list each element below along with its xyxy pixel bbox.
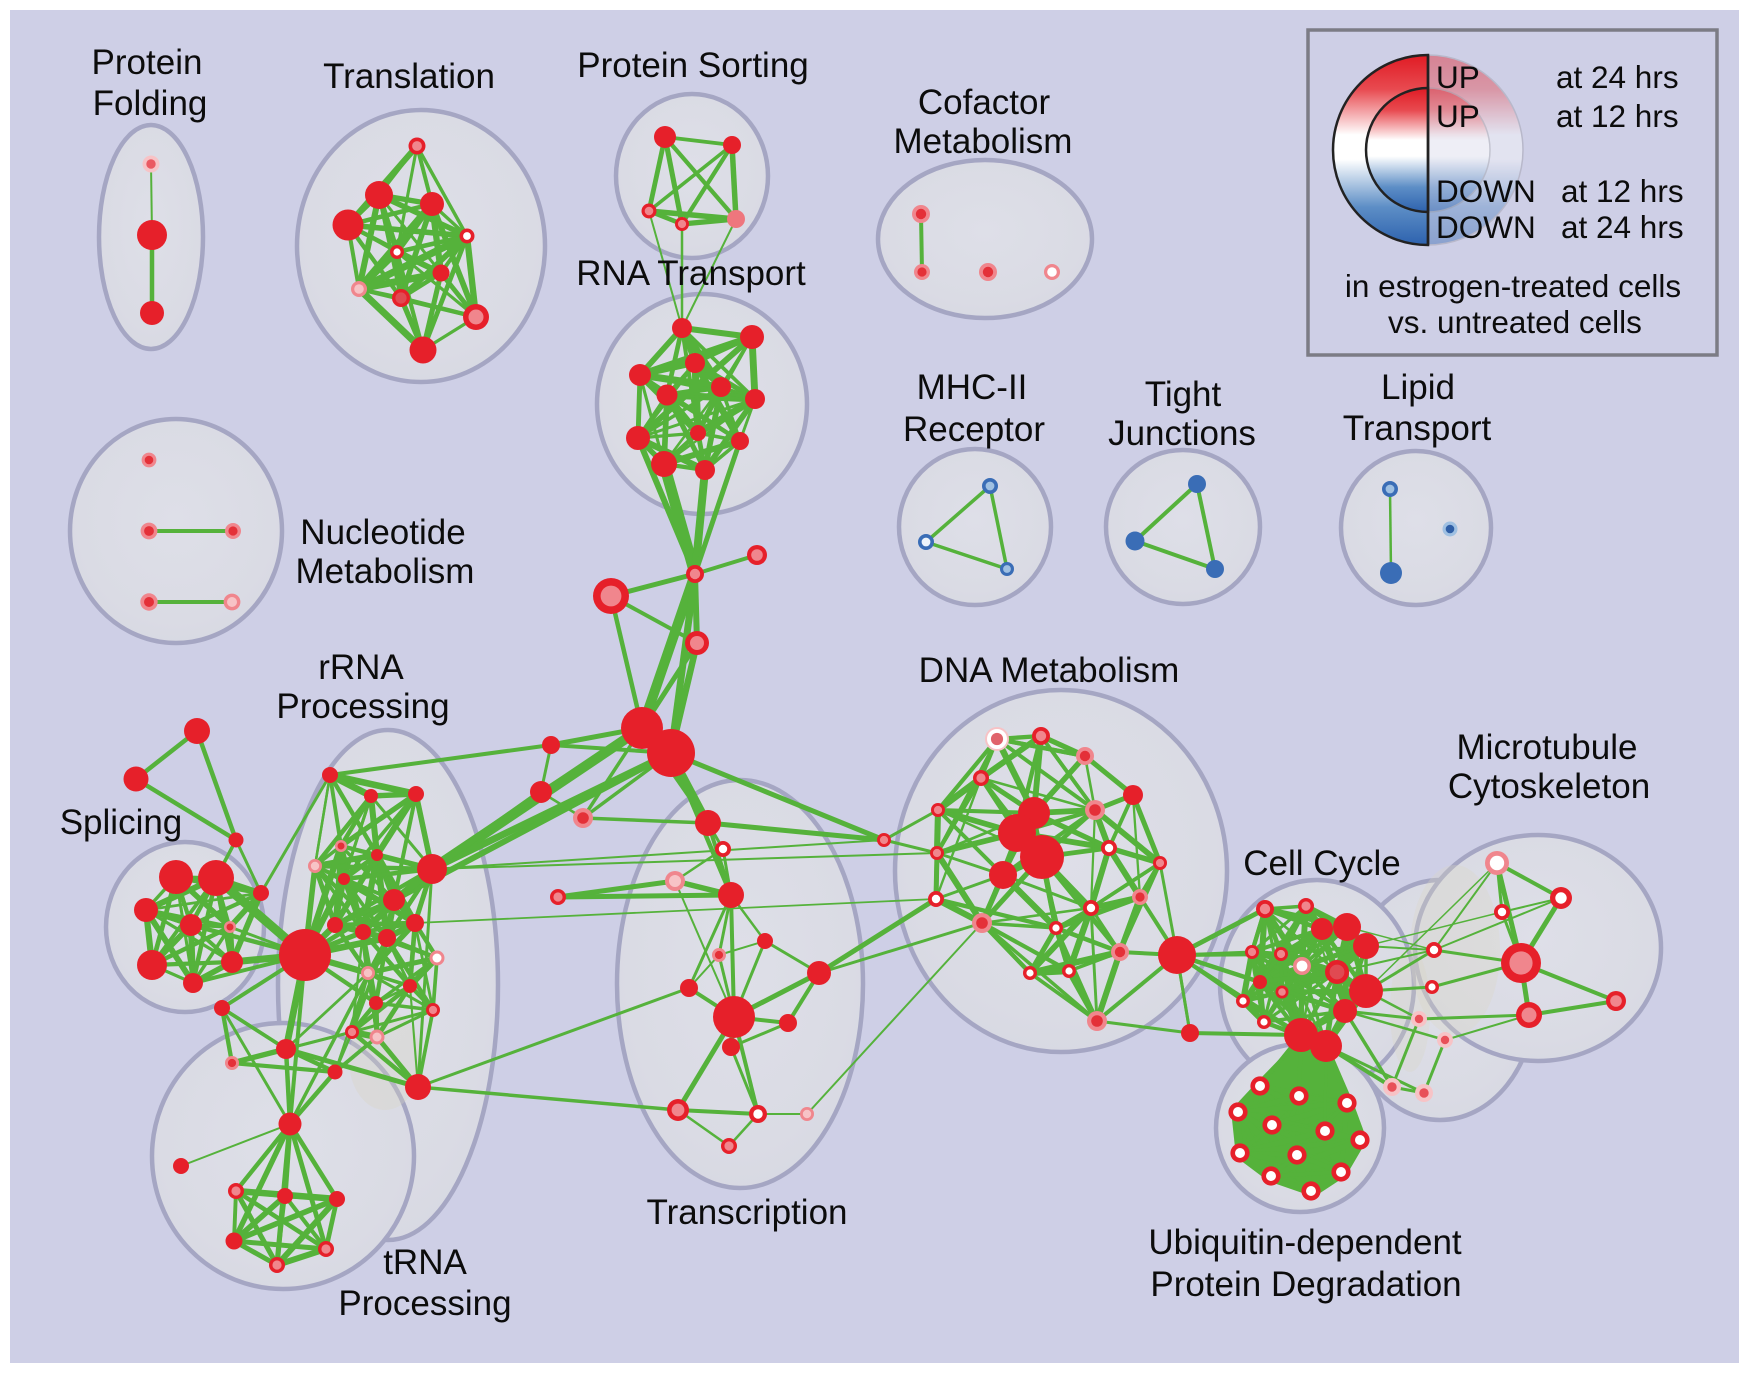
- svg-text:Cytoskeleton: Cytoskeleton: [1448, 767, 1650, 806]
- svg-text:Metabolism: Metabolism: [296, 552, 475, 591]
- svg-text:at 24 hrs: at 24 hrs: [1561, 209, 1684, 245]
- svg-text:Protein Degradation: Protein Degradation: [1150, 1265, 1461, 1304]
- svg-text:Cofactor: Cofactor: [918, 83, 1051, 122]
- svg-text:Transport: Transport: [1343, 409, 1492, 448]
- svg-text:DNA Metabolism: DNA Metabolism: [919, 651, 1180, 690]
- svg-text:Receptor: Receptor: [903, 410, 1045, 449]
- svg-text:Folding: Folding: [93, 84, 208, 123]
- svg-text:MHC-II: MHC-II: [917, 368, 1028, 407]
- svg-text:Protein: Protein: [92, 43, 203, 82]
- svg-text:Processing: Processing: [338, 1284, 511, 1323]
- svg-text:Processing: Processing: [276, 687, 449, 726]
- svg-text:DOWN: DOWN: [1436, 209, 1536, 245]
- svg-text:Translation: Translation: [323, 57, 495, 96]
- svg-text:Metabolism: Metabolism: [894, 122, 1073, 161]
- svg-text:Lipid: Lipid: [1381, 368, 1455, 407]
- svg-text:Splicing: Splicing: [60, 803, 183, 842]
- svg-text:tRNA: tRNA: [383, 1243, 467, 1282]
- svg-text:Microtubule: Microtubule: [1457, 728, 1638, 767]
- svg-text:RNA Transport: RNA Transport: [576, 254, 806, 293]
- svg-text:UP: UP: [1436, 59, 1480, 95]
- svg-text:Ubiquitin-dependent: Ubiquitin-dependent: [1148, 1223, 1462, 1262]
- svg-text:Junctions: Junctions: [1108, 414, 1256, 453]
- svg-text:Protein Sorting: Protein Sorting: [577, 46, 809, 85]
- svg-text:at 12 hrs: at 12 hrs: [1556, 98, 1679, 134]
- svg-text:vs. untreated cells: vs. untreated cells: [1388, 304, 1642, 340]
- svg-text:rRNA: rRNA: [318, 648, 404, 687]
- svg-text:at 24 hrs: at 24 hrs: [1556, 59, 1679, 95]
- svg-text:Transcription: Transcription: [647, 1193, 848, 1232]
- svg-text:DOWN: DOWN: [1436, 173, 1536, 209]
- svg-text:at 12 hrs: at 12 hrs: [1561, 173, 1684, 209]
- svg-text:Cell Cycle: Cell Cycle: [1243, 844, 1401, 883]
- svg-text:Tight: Tight: [1145, 375, 1222, 414]
- svg-text:UP: UP: [1436, 98, 1480, 134]
- svg-text:in estrogen-treated cells: in estrogen-treated cells: [1345, 268, 1681, 304]
- svg-text:Nucleotide: Nucleotide: [300, 513, 465, 552]
